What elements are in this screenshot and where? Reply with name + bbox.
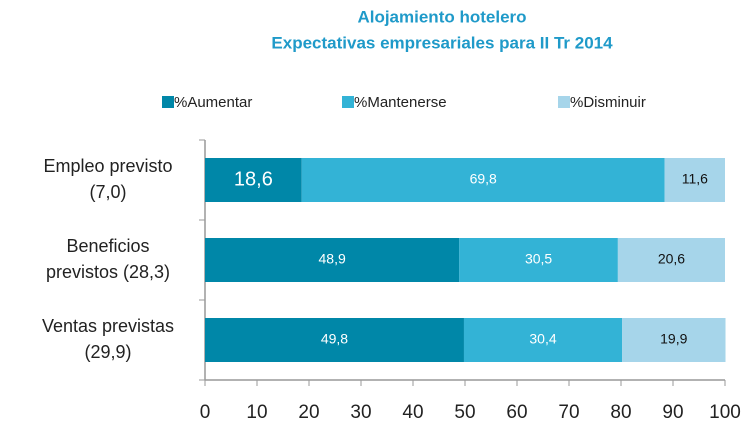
bar <box>463 318 623 362</box>
legend-swatch <box>162 96 174 108</box>
value-label: 19,9 <box>660 331 687 347</box>
value-label: 11,6 <box>682 171 708 187</box>
legend-label: %Disminuir <box>570 94 646 111</box>
x-tick-label: 40 <box>402 402 423 423</box>
y-tick-label: Empleo previsto (7,0) <box>43 156 172 202</box>
value-label: 69,8 <box>470 171 497 187</box>
chart-title: Alojamiento hotelero <box>357 7 526 26</box>
value-label: 49,8 <box>321 331 348 347</box>
x-tick-label: 60 <box>506 402 527 423</box>
x-tick-label: 20 <box>298 402 319 423</box>
bar <box>301 158 665 202</box>
chart-subtitle: Expectativas empresariales para II Tr 20… <box>271 33 613 52</box>
y-tick-label: Ventas previstas (29,9) <box>42 316 174 362</box>
x-tick-label: 10 <box>246 402 267 423</box>
bar <box>205 238 460 282</box>
value-label: 30,5 <box>525 251 552 267</box>
x-tick-label: 50 <box>454 402 475 423</box>
bar <box>622 318 726 362</box>
bar <box>205 318 464 362</box>
x-tick-label: 90 <box>662 402 683 423</box>
legend-label: %Mantenerse <box>354 94 447 111</box>
legend-swatch <box>558 96 570 108</box>
x-tick-label: 80 <box>610 402 631 423</box>
bar <box>205 158 302 202</box>
y-tick-label: Beneficios previstos (28,3) <box>46 236 170 282</box>
value-label: 18,6 <box>234 168 273 190</box>
x-tick-label: 100 <box>709 402 741 423</box>
x-tick-label: 70 <box>558 402 579 423</box>
x-tick-label: 0 <box>200 402 211 423</box>
legend-swatch <box>342 96 354 108</box>
legend-label: %Aumentar <box>174 94 252 111</box>
x-tick-label: 30 <box>350 402 371 423</box>
value-label: 30,4 <box>529 331 556 347</box>
value-label: 20,6 <box>658 251 685 267</box>
bar <box>617 238 725 282</box>
bar <box>459 238 618 282</box>
bar <box>664 158 725 202</box>
value-label: 48,9 <box>319 251 346 267</box>
